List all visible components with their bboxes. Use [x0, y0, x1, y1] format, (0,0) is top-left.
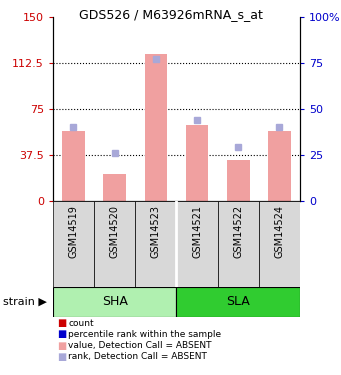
Text: GSM14524: GSM14524: [275, 205, 284, 258]
Text: ■: ■: [57, 341, 66, 351]
Text: strain ▶: strain ▶: [3, 297, 47, 307]
Text: count: count: [68, 319, 94, 328]
Text: ■: ■: [57, 352, 66, 362]
Bar: [259, 201, 300, 287]
Text: percentile rank within the sample: percentile rank within the sample: [68, 330, 221, 339]
Bar: [218, 201, 259, 287]
Text: ■: ■: [57, 318, 66, 328]
Text: SLA: SLA: [226, 296, 250, 308]
Bar: [177, 287, 300, 317]
Bar: [145, 54, 167, 201]
Text: GSM14519: GSM14519: [69, 205, 78, 258]
Text: ■: ■: [57, 330, 66, 339]
Text: GSM14521: GSM14521: [192, 205, 202, 258]
Bar: [186, 124, 208, 201]
Bar: [53, 201, 94, 287]
Bar: [135, 201, 177, 287]
Bar: [94, 201, 135, 287]
Text: SHA: SHA: [102, 296, 128, 308]
Bar: [62, 131, 85, 201]
Bar: [53, 287, 177, 317]
Text: GSM14523: GSM14523: [151, 205, 161, 258]
Bar: [177, 201, 218, 287]
Text: rank, Detection Call = ABSENT: rank, Detection Call = ABSENT: [68, 352, 207, 362]
Text: value, Detection Call = ABSENT: value, Detection Call = ABSENT: [68, 341, 212, 350]
Text: GDS526 / M63926mRNA_s_at: GDS526 / M63926mRNA_s_at: [78, 8, 263, 21]
Bar: [227, 160, 250, 201]
Text: GSM14520: GSM14520: [110, 205, 120, 258]
Bar: [103, 174, 126, 201]
Text: GSM14522: GSM14522: [233, 205, 243, 258]
Bar: [268, 131, 291, 201]
